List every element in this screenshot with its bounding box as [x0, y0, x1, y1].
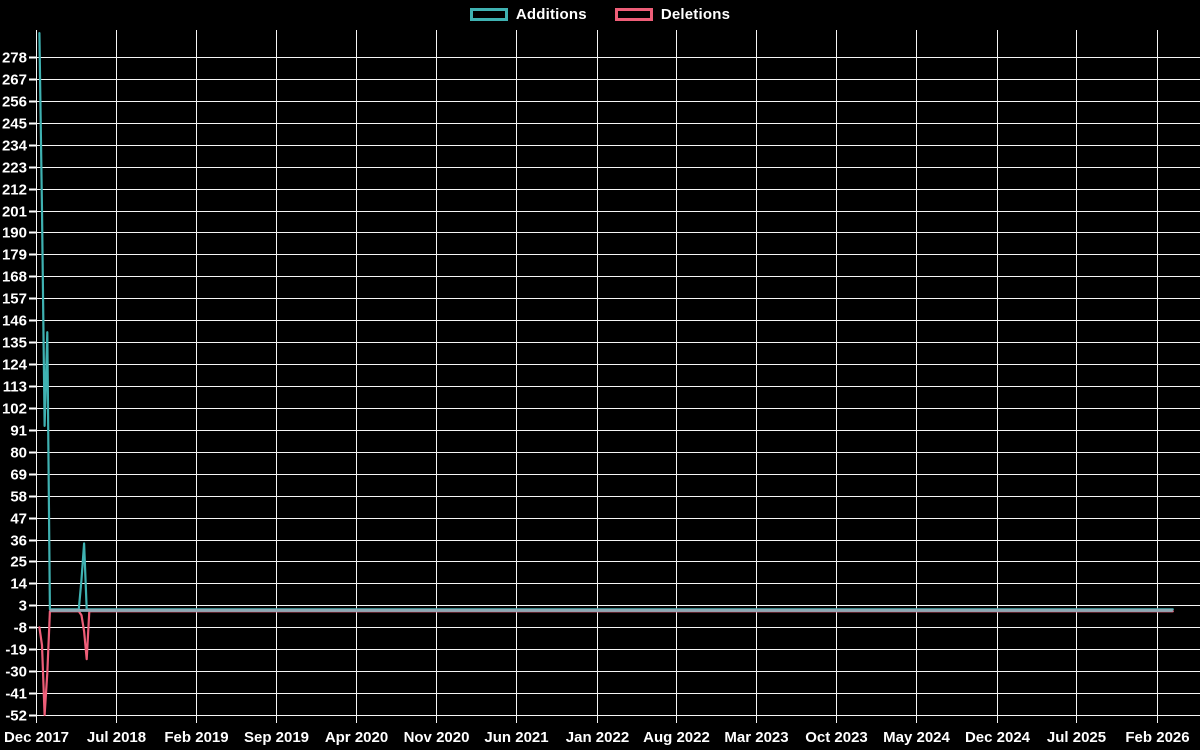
- y-tick-label: 124: [2, 357, 28, 374]
- y-tick-label: -30: [5, 664, 27, 681]
- x-tick-label: Dec 2024: [965, 729, 1031, 746]
- x-tick-label: Jan 2022: [566, 729, 629, 746]
- deletions-line: [38, 610, 1174, 717]
- y-tick-label: 102: [2, 401, 27, 418]
- y-tick-label: 245: [2, 116, 27, 133]
- x-tick-label: Jun 2021: [484, 729, 548, 746]
- y-tick-label: 135: [2, 335, 27, 352]
- y-tick-label: 234: [2, 138, 28, 155]
- x-tick-label: Jul 2018: [87, 729, 146, 746]
- y-tick-label: 14: [10, 576, 27, 593]
- x-tick-label: Mar 2023: [724, 729, 788, 746]
- legend-label-additions: Additions: [515, 6, 587, 23]
- axis-labels: 278 267 256 245 234 223 212 201 190 179 168 157 146 1…: [2, 50, 1190, 747]
- legend-item-deletions[interactable]: Deletions: [614, 6, 731, 23]
- x-tick-label: Feb 2026: [1125, 729, 1189, 746]
- deletions-swatch-icon: [614, 8, 653, 21]
- y-tick-label: -8: [14, 620, 27, 637]
- y-tick-label: 3: [19, 598, 27, 615]
- y-tick-label: 179: [2, 247, 27, 264]
- y-tick-label: 157: [2, 291, 27, 308]
- y-tick-label: 168: [2, 269, 27, 286]
- x-tick-label: Nov 2020: [404, 729, 470, 746]
- series-lines: [38, 31, 1174, 717]
- x-tick-label: Jul 2025: [1047, 729, 1106, 746]
- y-tick-label: -19: [5, 642, 27, 659]
- x-tick-label: Aug 2022: [643, 729, 710, 746]
- y-tick-label: 267: [2, 72, 27, 89]
- chart-legend: Additions Deletions: [0, 6, 1200, 23]
- y-tick-label: 113: [3, 379, 27, 396]
- legend-label-deletions: Deletions: [660, 6, 731, 23]
- legend-item-additions[interactable]: Additions: [469, 6, 587, 23]
- additions-swatch-icon: [469, 8, 508, 21]
- y-tick-label: 58: [10, 489, 27, 506]
- y-tick-label: 36: [10, 533, 27, 550]
- y-tick-label: 146: [2, 313, 27, 330]
- x-tick-label: May 2024: [883, 729, 950, 746]
- x-tick-label: Dec 2017: [4, 729, 69, 746]
- y-tick-label: 212: [2, 182, 27, 199]
- x-tick-label: Feb 2019: [164, 729, 228, 746]
- y-tick-label: 69: [10, 467, 27, 484]
- y-tick-label: 47: [10, 511, 27, 528]
- grid-lines: [29, 30, 1200, 723]
- y-tick-label: 256: [2, 94, 27, 111]
- additions-line: [38, 31, 1174, 611]
- y-tick-label: 25: [10, 554, 27, 571]
- y-tick-label: 201: [2, 204, 27, 221]
- y-tick-label: 91: [10, 423, 27, 440]
- y-tick-label: 223: [2, 160, 27, 177]
- x-tick-label: Apr 2020: [325, 729, 388, 746]
- y-tick-label: -52: [5, 708, 27, 725]
- y-tick-label: 278: [2, 50, 27, 67]
- y-tick-label: 80: [10, 445, 27, 462]
- y-tick-label: -41: [5, 686, 27, 703]
- y-tick-label: 190: [2, 225, 27, 242]
- x-tick-label: Sep 2019: [244, 729, 309, 746]
- x-tick-label: Oct 2023: [805, 729, 868, 746]
